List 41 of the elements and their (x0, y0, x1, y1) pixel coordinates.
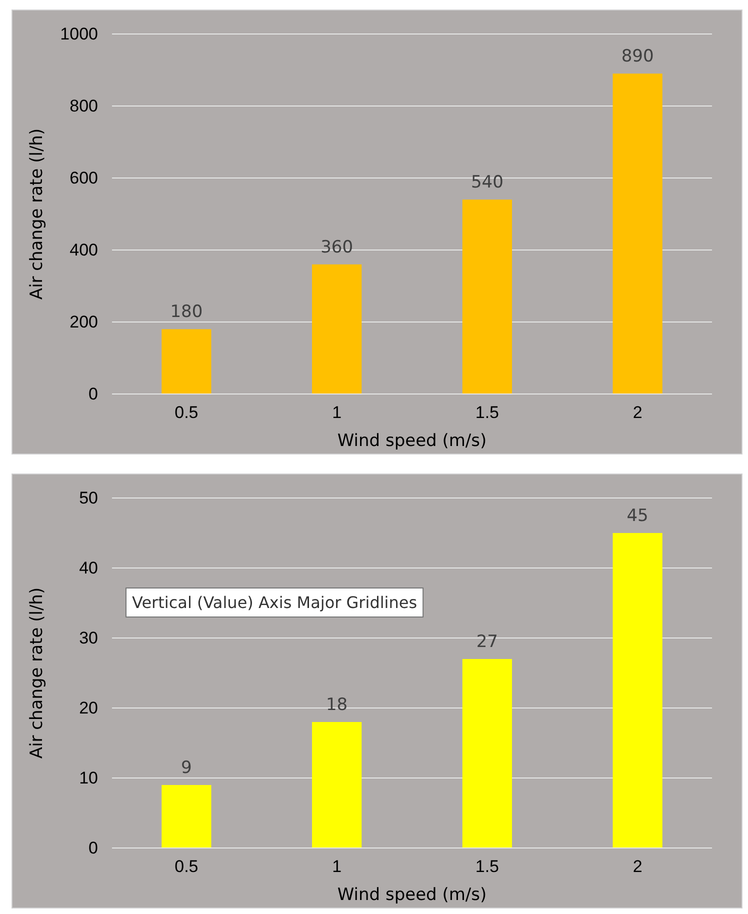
x-tick-label: 0.5 (174, 403, 198, 422)
data-label: 890 (621, 46, 654, 67)
data-label: 360 (320, 237, 354, 258)
y-tick-label: 40 (79, 558, 98, 578)
y-tick-label: 0 (88, 384, 98, 404)
y-tick-label: 0 (88, 838, 98, 858)
x-axis-title: Wind speed (m/s) (337, 885, 487, 905)
y-tick-label: 50 (79, 488, 98, 508)
y-tick-label: 400 (70, 240, 98, 260)
x-tick-label: 2 (632, 403, 642, 422)
data-label: 27 (476, 632, 498, 652)
y-tick-label: 800 (70, 96, 98, 116)
bar (462, 659, 512, 848)
y-tick-label: 200 (70, 312, 98, 332)
data-label: 180 (170, 302, 203, 322)
bar (162, 785, 212, 848)
data-label: 18 (326, 695, 348, 715)
bar (162, 329, 212, 394)
bar (612, 533, 662, 848)
y-axis-title: Air change rate (l/h) (27, 587, 47, 759)
bar (312, 722, 362, 848)
bar (312, 264, 362, 394)
x-tick-label: 0.5 (174, 857, 198, 876)
y-axis-title: Air change rate (l/h) (27, 128, 47, 300)
y-tick-label: 600 (70, 168, 98, 188)
x-tick-label: 1 (332, 403, 342, 422)
bar (462, 200, 512, 394)
bar (612, 74, 662, 394)
x-tick-label: 1 (332, 857, 342, 876)
y-tick-label: 1000 (60, 24, 98, 44)
x-tick-label: 1.5 (475, 403, 500, 422)
data-label: 540 (470, 172, 504, 193)
y-tick-label: 30 (79, 628, 98, 648)
annotation: Vertical (Value) Axis Major Gridlines (132, 593, 418, 612)
data-label: 9 (181, 758, 192, 778)
x-tick-label: 2 (632, 857, 642, 876)
x-axis-title: Wind speed (m/s) (337, 431, 487, 451)
x-tick-label: 1.5 (475, 857, 500, 876)
data-label: 45 (626, 506, 648, 526)
y-tick-label: 20 (79, 698, 98, 718)
y-tick-label: 10 (79, 768, 98, 788)
